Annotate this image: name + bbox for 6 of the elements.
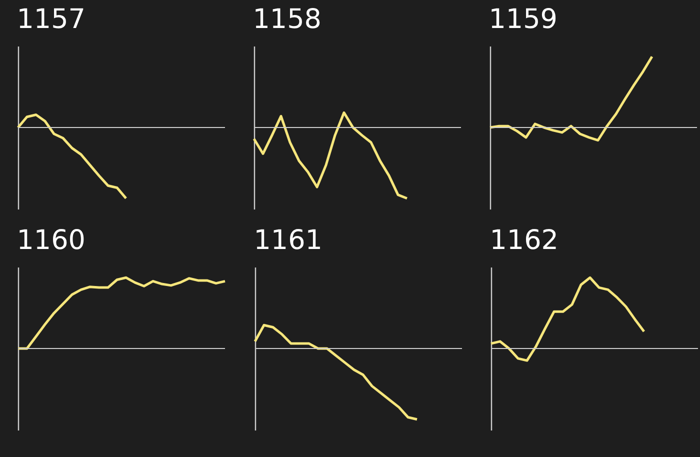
chart-title: 1157 [16,4,86,35]
chart-title: 1161 [254,225,322,256]
chart-title: 1162 [490,225,558,256]
chart-title: 1159 [488,4,558,35]
chart-title: 1158 [252,4,322,35]
chart-title: 1160 [16,225,86,256]
